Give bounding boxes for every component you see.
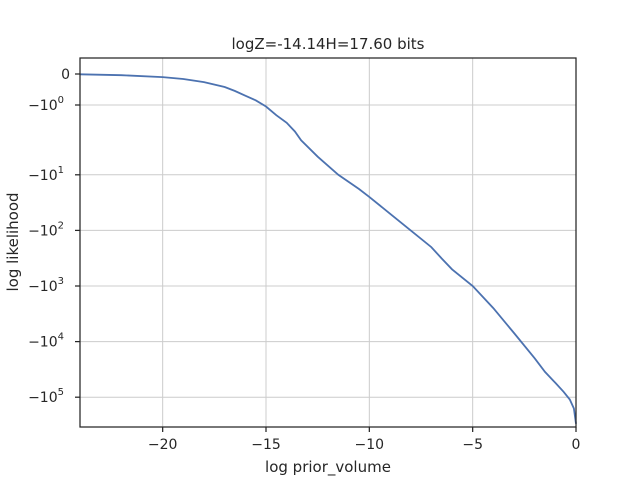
- y-tick-label: −102: [28, 220, 64, 239]
- x-tick-label: −5: [462, 437, 483, 453]
- chart-title: logZ=-14.14H=17.60 bits: [231, 35, 424, 53]
- x-tick-label: −10: [355, 437, 385, 453]
- x-axis-label: log prior_volume: [265, 458, 391, 477]
- plot-frame: [79, 57, 577, 428]
- series-layer: [79, 73, 577, 424]
- x-tick-label: −15: [251, 437, 281, 453]
- y-tick-label: −103: [28, 276, 64, 295]
- y-ticks: 0 −100 −101 −102 −103 −104 −105: [28, 67, 80, 406]
- y-tick-label: −100: [28, 95, 64, 114]
- y-tick-label: −101: [28, 165, 64, 184]
- x-ticks: −20 −15 −10 −5 0: [148, 427, 581, 453]
- y-tick-label: 0: [61, 67, 70, 83]
- y-axis-label: log likelihood: [4, 192, 22, 291]
- series-line: [79, 73, 577, 424]
- x-tick-label: 0: [572, 437, 581, 453]
- y-tick-label: −105: [28, 387, 64, 406]
- y-tick-label: −104: [28, 332, 64, 351]
- x-tick-label: −20: [148, 437, 178, 453]
- grid-layer: [80, 58, 577, 427]
